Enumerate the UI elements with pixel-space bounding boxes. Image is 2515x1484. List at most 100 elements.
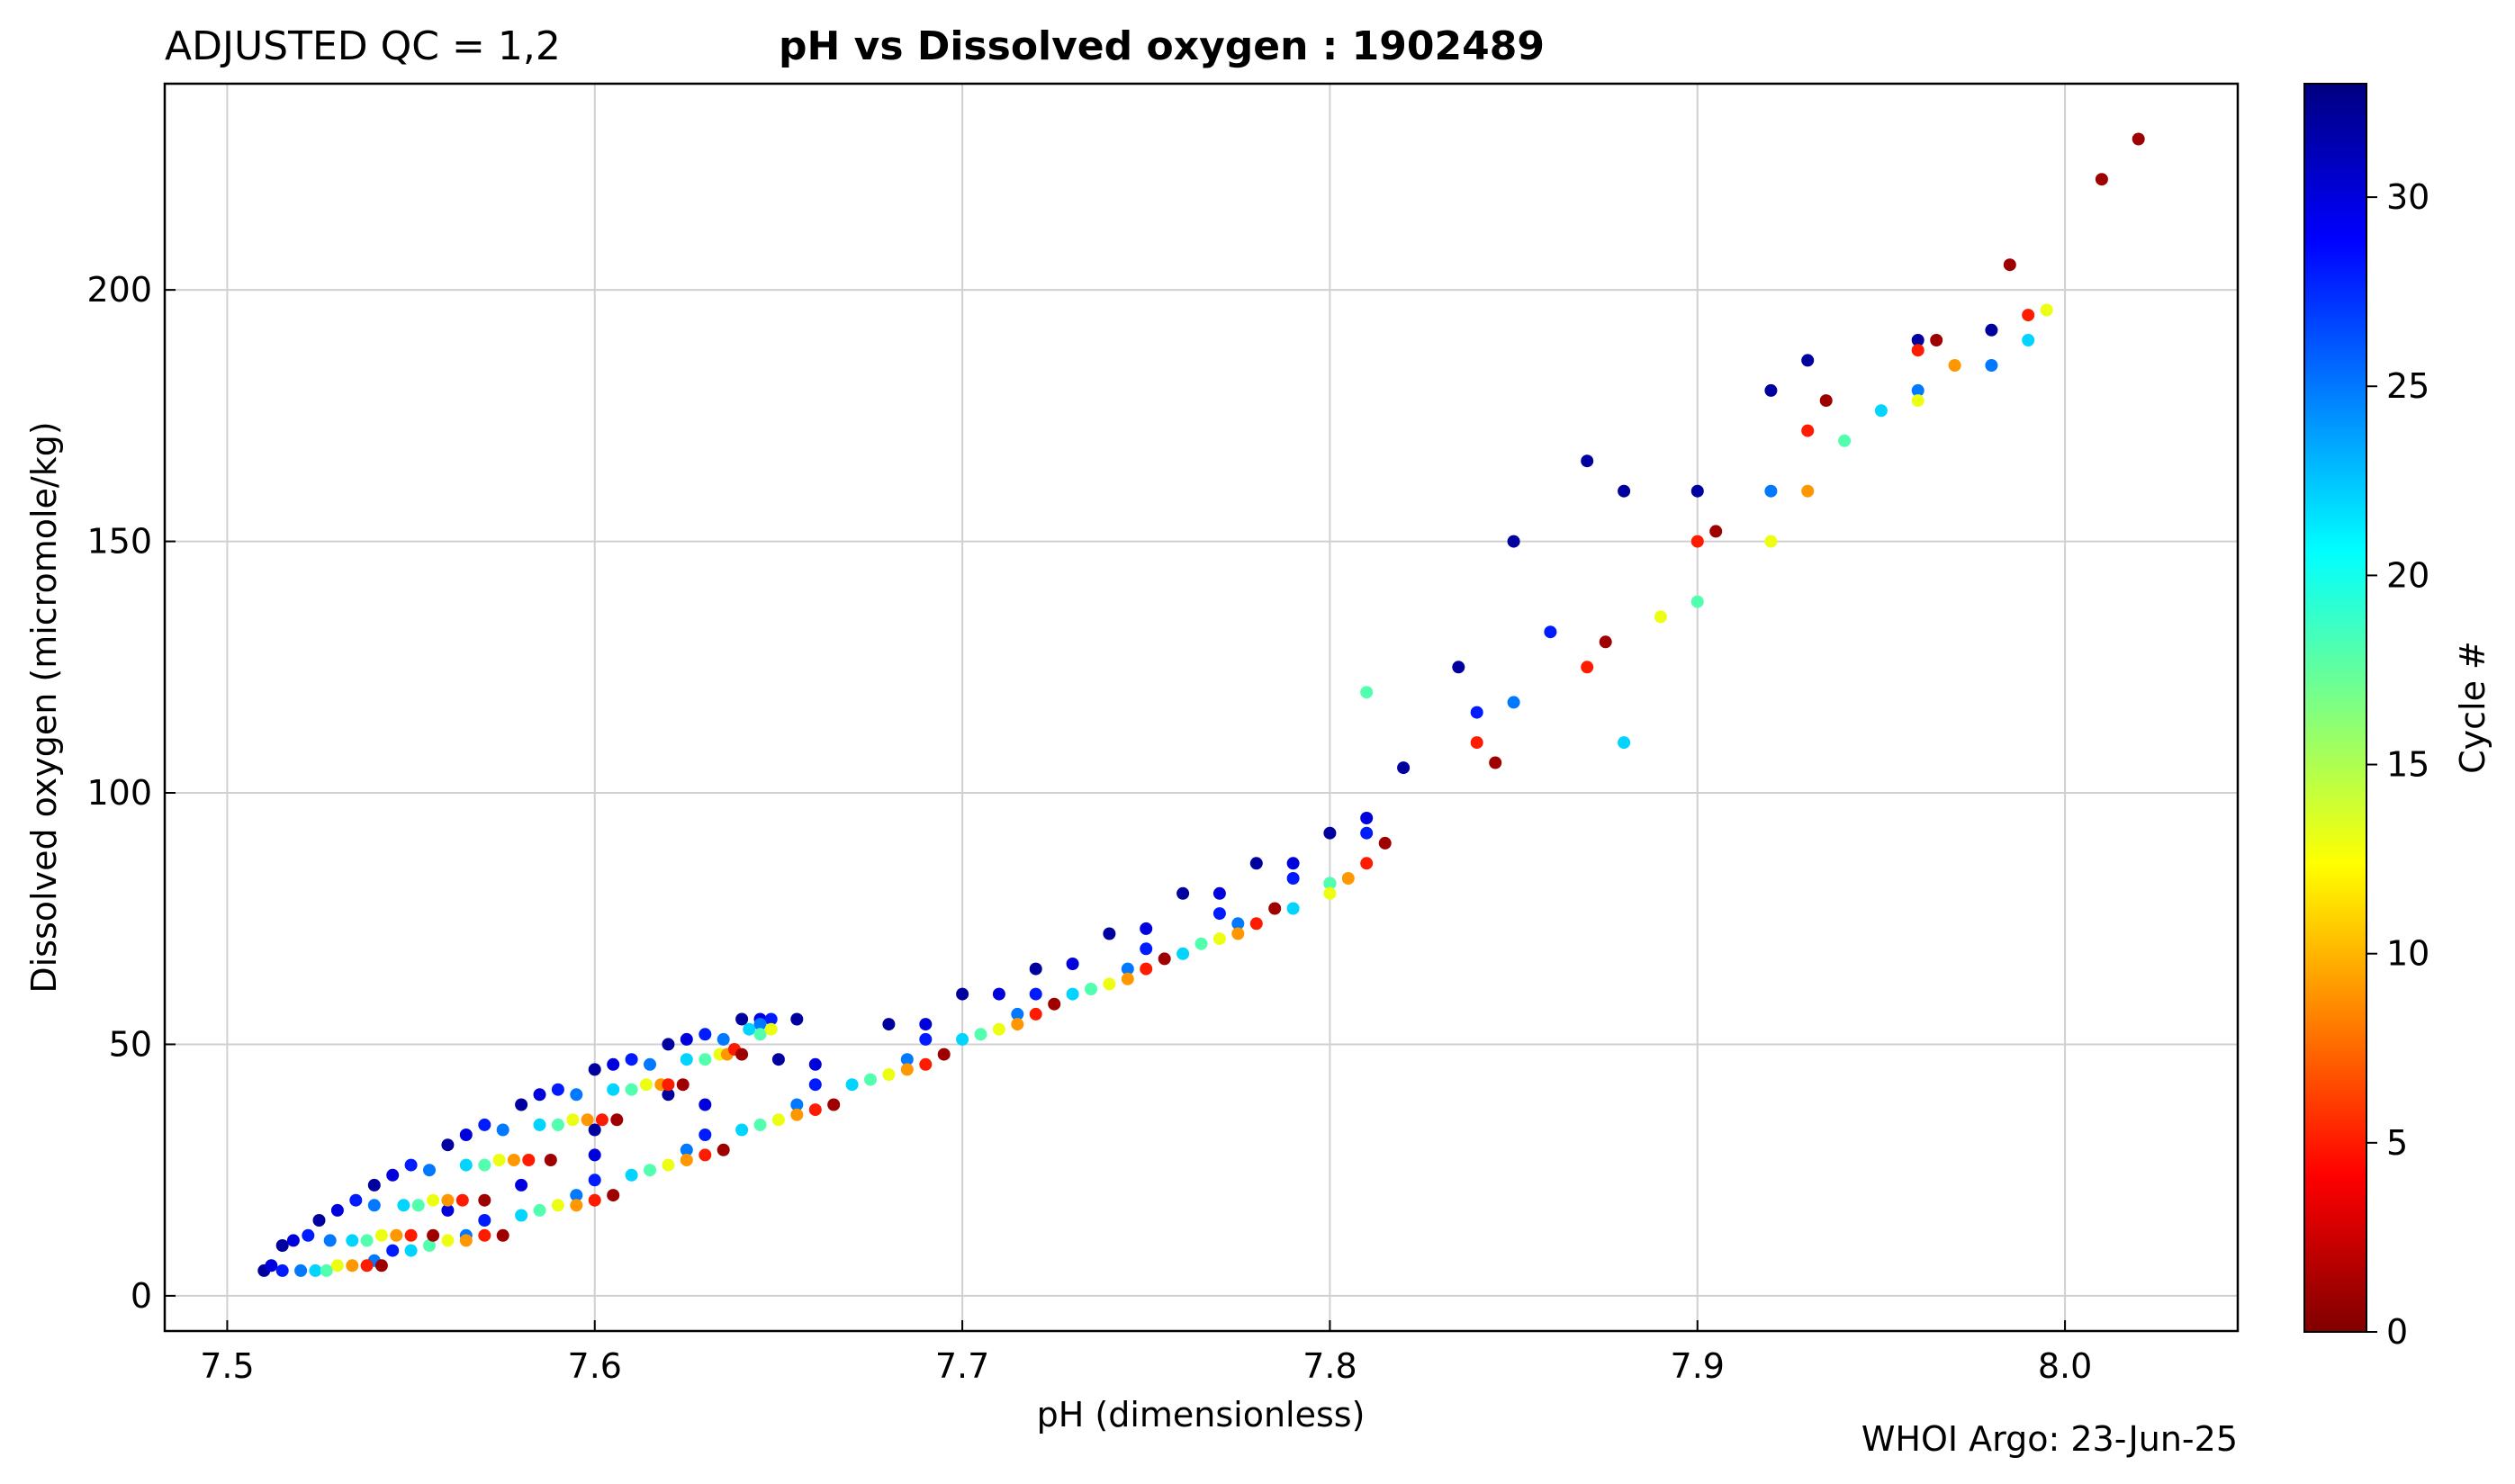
data-point <box>753 1018 767 1031</box>
data-point <box>1121 972 1134 985</box>
colorbar-tick-label: 20 <box>2386 555 2429 595</box>
data-point <box>1801 484 1815 498</box>
data-point <box>544 1154 557 1166</box>
data-point <box>286 1234 300 1247</box>
data-point <box>662 1158 675 1172</box>
data-point <box>644 1164 656 1177</box>
data-point <box>1764 383 1778 397</box>
data-point <box>2003 258 2016 272</box>
data-point <box>992 987 1005 1001</box>
data-point <box>1507 535 1520 548</box>
data-point <box>992 1022 1005 1036</box>
data-point <box>1507 696 1520 709</box>
colorbar-tick-label: 30 <box>2386 177 2429 217</box>
data-point <box>717 1032 730 1046</box>
data-point <box>1286 857 1300 870</box>
x-tick-label: 8.0 <box>2038 1346 2092 1386</box>
colorbar-tick-label: 5 <box>2386 1123 2408 1163</box>
data-point <box>1360 826 1374 840</box>
data-point <box>790 1108 804 1121</box>
data-point <box>625 1083 638 1096</box>
data-point <box>427 1228 440 1242</box>
data-point <box>845 1078 859 1092</box>
data-point <box>1911 344 1925 357</box>
x-tick-label: 7.5 <box>200 1346 254 1386</box>
data-point <box>275 1264 289 1277</box>
data-point <box>404 1158 418 1172</box>
data-point <box>2022 309 2035 322</box>
data-point <box>302 1228 315 1242</box>
data-point <box>386 1168 400 1182</box>
data-point <box>390 1228 403 1242</box>
data-point <box>441 1203 455 1217</box>
colorbar-ticks: 0 5 10 15 20 25 30 <box>2366 177 2429 1352</box>
data-point <box>1801 354 1815 367</box>
data-point <box>1048 997 1061 1011</box>
data-point <box>764 1022 778 1036</box>
data-point <box>1029 987 1042 1001</box>
data-point <box>743 1022 756 1036</box>
data-point <box>309 1264 322 1277</box>
data-point <box>1581 661 1594 674</box>
credit-text: WHOI Argo: 23-Jun-25 <box>1861 1419 2238 1459</box>
data-point <box>570 1199 583 1212</box>
data-point <box>2095 173 2108 186</box>
data-point <box>1140 942 1153 956</box>
grid <box>165 84 2238 1331</box>
data-point <box>1690 595 1704 608</box>
data-point <box>882 1018 896 1031</box>
data-point <box>1819 394 1833 408</box>
data-point <box>699 1129 712 1141</box>
data-point <box>919 1032 933 1046</box>
data-point <box>374 1228 388 1242</box>
data-point <box>459 1234 473 1247</box>
data-point <box>1249 857 1263 870</box>
data-point <box>595 1113 608 1127</box>
data-point <box>1470 736 1483 750</box>
data-point <box>588 1193 601 1207</box>
data-point <box>1158 952 1171 966</box>
data-point <box>1470 706 1483 719</box>
colorbar-tick-label: 15 <box>2386 745 2429 785</box>
data-point <box>346 1234 359 1247</box>
data-point <box>1709 525 1723 538</box>
data-point <box>496 1123 509 1137</box>
colorbar-tick-label: 0 <box>2386 1312 2408 1352</box>
data-point <box>1323 886 1337 900</box>
data-point <box>1874 404 1888 418</box>
data-point <box>1249 917 1263 931</box>
data-point <box>864 1073 877 1086</box>
x-tick-label: 7.9 <box>1671 1346 1725 1386</box>
data-point <box>919 1018 933 1031</box>
data-point <box>294 1264 308 1277</box>
data-point <box>367 1199 381 1212</box>
data-point <box>570 1088 583 1102</box>
data-point <box>1618 736 1631 750</box>
data-point <box>1011 1018 1024 1031</box>
data-point <box>1286 902 1300 915</box>
data-point <box>808 1057 822 1071</box>
data-point <box>680 1154 693 1166</box>
data-point <box>1397 761 1411 775</box>
data-point <box>790 1098 804 1111</box>
data-point <box>570 1189 583 1202</box>
data-point <box>478 1214 491 1227</box>
data-point <box>956 987 969 1001</box>
qc-label: ADJUSTED QC = 1,2 <box>165 23 561 69</box>
data-point <box>515 1178 528 1192</box>
data-point <box>1581 454 1594 468</box>
data-point <box>808 1078 822 1092</box>
data-point <box>455 1193 469 1207</box>
data-point <box>1140 922 1153 935</box>
data-point <box>533 1088 546 1102</box>
data-point <box>1286 872 1300 885</box>
x-tick-label: 7.7 <box>935 1346 989 1386</box>
data-point <box>1911 394 1925 408</box>
data-point <box>607 1057 620 1071</box>
data-point <box>900 1053 914 1066</box>
data-point <box>515 1209 528 1222</box>
data-point <box>610 1113 624 1127</box>
data-point <box>1599 635 1612 649</box>
data-point <box>478 1118 491 1131</box>
y-axis-label: Dissolved oxygen (micromole/kg) <box>24 421 64 993</box>
